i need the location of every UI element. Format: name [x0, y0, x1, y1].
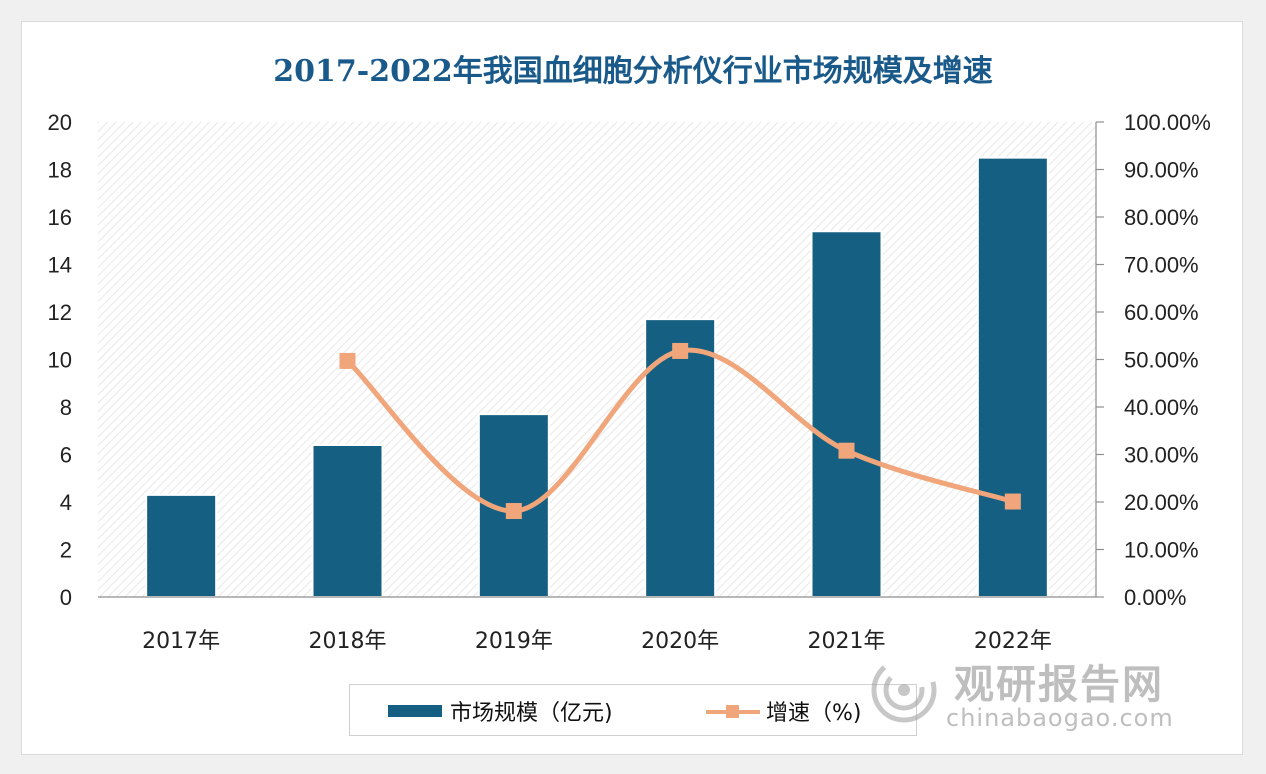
right-y-tick-label: 30.00%: [1124, 443, 1199, 468]
watermark: 观研报告网 chinabaogao.com: [862, 648, 1202, 738]
legend-label-growth-rate: 增速（%): [766, 701, 862, 726]
bar-2021年: [810, 230, 883, 598]
bar-2022年: [976, 156, 1049, 598]
legend-item-growth-rate: 增速（%): [706, 695, 862, 727]
left-y-tick-label: 6: [60, 443, 72, 468]
left-y-tick-label: 14: [48, 253, 72, 278]
growth-rate-marker: [1004, 493, 1021, 510]
left-y-tick-label: 8: [60, 395, 72, 420]
right-y-tick-label: 0.00%: [1124, 585, 1186, 610]
legend-line-swatch: [706, 701, 760, 721]
left-y-tick-label: 18: [48, 158, 72, 183]
left-y-tick-label: 12: [48, 300, 72, 325]
growth-rate-marker: [838, 442, 855, 459]
legend-bar-swatch: [388, 705, 442, 717]
legend-item-market-size: 市场规模（亿元): [388, 695, 613, 727]
right-y-tick-label: 70.00%: [1124, 253, 1199, 278]
x-tick-label: 2020年: [641, 629, 719, 654]
right-y-tick-label: 100.00%: [1124, 110, 1211, 135]
left-y-tick-label: 10: [48, 348, 72, 373]
plot-background: [98, 122, 1096, 597]
watermark-logo-icon: [871, 657, 937, 723]
x-tick-label: 2019年: [475, 629, 553, 654]
growth-rate-marker: [672, 342, 689, 359]
x-tick-label: 2022年: [974, 629, 1052, 654]
chart-title: 2017-2022年我国血细胞分析仪行业市场规模及增速: [273, 54, 993, 89]
legend: 市场规模（亿元) 增速（%): [349, 684, 917, 736]
growth-rate-marker: [339, 352, 356, 369]
right-y-tick-label: 60.00%: [1124, 300, 1199, 325]
legend-label-market-size: 市场规模（亿元): [450, 701, 613, 726]
growth-rate-marker: [505, 503, 522, 520]
left-y-tick-label: 0: [60, 585, 72, 610]
left-y-tick-label: 4: [60, 490, 72, 515]
right-y-tick-label: 80.00%: [1124, 205, 1199, 230]
right-y-tick-label: 90.00%: [1124, 158, 1199, 183]
x-tick-label: 2017年: [142, 629, 220, 654]
growth-rate-line: [345, 347, 1016, 514]
left-y-tick-label: 16: [48, 205, 72, 230]
watermark-url: chinabaogao.com: [946, 704, 1174, 732]
right-y-tick-label: 40.00%: [1124, 395, 1199, 420]
x-tick-label: 2021年: [808, 629, 886, 654]
watermark-brand: 观研报告网: [954, 662, 1164, 708]
left-y-tick-label: 2: [60, 538, 72, 563]
right-y-tick-label: 10.00%: [1124, 538, 1199, 563]
right-y-tick-label: 50.00%: [1124, 348, 1199, 373]
x-tick-label: 2018年: [309, 629, 387, 654]
left-y-tick-label: 20: [48, 110, 72, 135]
bar-2017年: [145, 493, 218, 598]
bar-2018年: [311, 444, 384, 598]
right-y-tick-label: 20.00%: [1124, 490, 1199, 515]
